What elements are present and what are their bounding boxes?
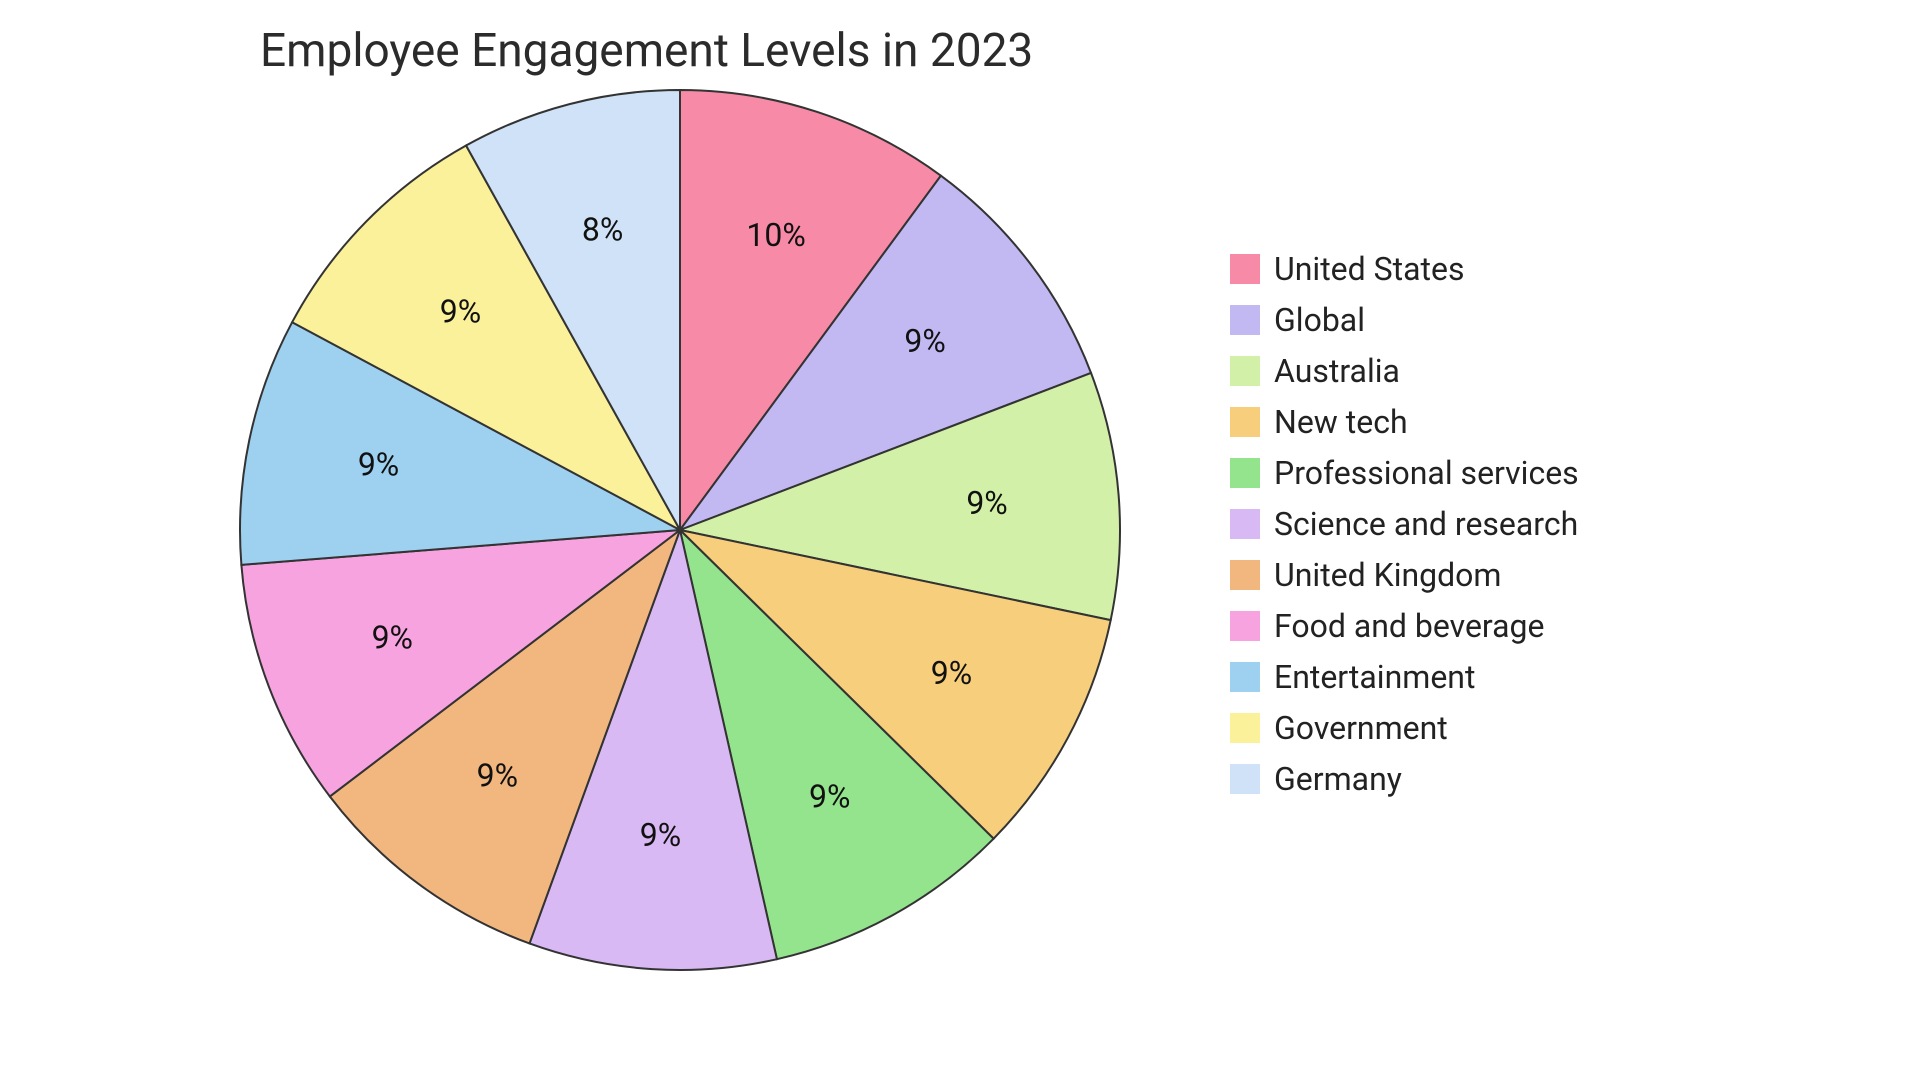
- legend-label: Australia: [1274, 352, 1400, 390]
- legend: United States Global Australia New tech Prof…: [1230, 250, 1579, 798]
- legend-swatch: [1230, 713, 1260, 743]
- pie-slice-label: 9%: [931, 654, 972, 692]
- legend-item: Entertainment: [1230, 658, 1579, 696]
- legend-swatch: [1230, 560, 1260, 590]
- pie-slice-label: 9%: [640, 816, 681, 854]
- legend-swatch: [1230, 662, 1260, 692]
- chart-title: Employee Engagement Levels in 2023: [260, 24, 1033, 78]
- legend-item: Global: [1230, 301, 1579, 339]
- legend-swatch: [1230, 458, 1260, 488]
- pie-slice-label: 9%: [904, 322, 945, 360]
- legend-swatch: [1230, 356, 1260, 386]
- pie-slice-label: 10%: [746, 216, 805, 254]
- legend-swatch: [1230, 254, 1260, 284]
- legend-item: Professional services: [1230, 454, 1579, 492]
- pie-slice-label: 8%: [582, 210, 623, 248]
- legend-item: Food and beverage: [1230, 607, 1579, 645]
- pie-slice-label: 9%: [372, 618, 413, 656]
- legend-label: United Kingdom: [1274, 556, 1501, 594]
- legend-label: New tech: [1274, 403, 1408, 441]
- legend-swatch: [1230, 611, 1260, 641]
- legend-item: Germany: [1230, 760, 1579, 798]
- legend-swatch: [1230, 764, 1260, 794]
- legend-swatch: [1230, 305, 1260, 335]
- legend-item: Science and research: [1230, 505, 1579, 543]
- legend-item: United States: [1230, 250, 1579, 288]
- pie-slice-label: 9%: [477, 756, 518, 794]
- legend-swatch: [1230, 407, 1260, 437]
- legend-item: Australia: [1230, 352, 1579, 390]
- legend-label: Global: [1274, 301, 1365, 339]
- pie-slice-label: 9%: [358, 445, 399, 483]
- legend-swatch: [1230, 509, 1260, 539]
- pie-slice-label: 9%: [966, 484, 1007, 522]
- pie-slice-label: 9%: [440, 292, 481, 330]
- legend-item: United Kingdom: [1230, 556, 1579, 594]
- legend-label: Science and research: [1274, 505, 1578, 543]
- legend-label: Professional services: [1274, 454, 1579, 492]
- legend-label: Food and beverage: [1274, 607, 1544, 645]
- legend-label: Germany: [1274, 760, 1402, 798]
- legend-label: Government: [1274, 709, 1448, 747]
- legend-label: United States: [1274, 250, 1464, 288]
- pie-chart: 10% 9% 9% 9% 9% 9% 9% 9% 9% 9% 8%: [236, 86, 1124, 974]
- legend-item: New tech: [1230, 403, 1579, 441]
- legend-label: Entertainment: [1274, 658, 1475, 696]
- pie-slice-label: 9%: [809, 778, 850, 816]
- legend-item: Government: [1230, 709, 1579, 747]
